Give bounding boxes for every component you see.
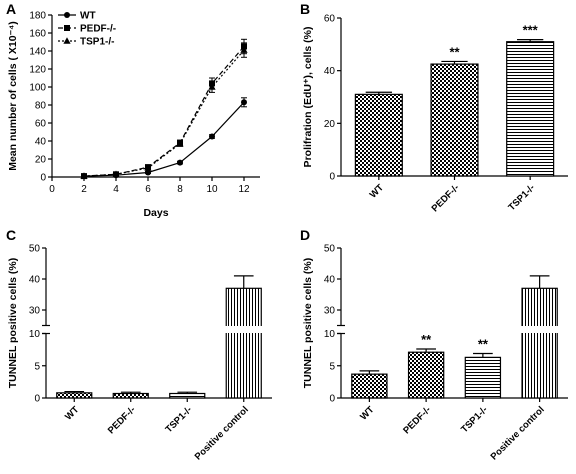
panel-d-bar-wt	[351, 373, 388, 399]
panel-b-significance-pedf: **	[449, 44, 460, 59]
panel-d-significance-pedf: **	[421, 332, 432, 347]
panel-d-significance-tsp1: **	[478, 336, 489, 351]
panel-c-bar-pedf	[112, 392, 149, 399]
panel-letter-c: C	[6, 227, 16, 243]
data-point-wt	[177, 159, 183, 166]
panel-c-category-label-pedf: PEDF-/-	[106, 404, 138, 436]
panel-letter-b: B	[300, 1, 310, 17]
panel-a-line-chart: 0 20 40 60 80 100 120 140 160 180 0 2 4 6 8 10 12 Days Mea…	[7, 11, 260, 219]
data-point-wt	[145, 169, 151, 176]
panel-a-y-tick-label: 80	[35, 101, 47, 112]
data-point-tsp1	[208, 83, 216, 90]
legend-label-tsp1: TSP1-/-	[80, 37, 114, 48]
panel-c-category-label-wt: WT	[63, 404, 81, 422]
data-point-tsp1	[240, 46, 248, 53]
panel-c-y-tick-label: 10	[29, 329, 41, 340]
panel-b-y-axis-title: Prolifration (EdU⁺), cells (%)	[302, 27, 314, 168]
panel-b-bar-pedf	[430, 63, 479, 177]
panel-d-y-axis-title: TUNNEL positive cells (%)	[302, 258, 314, 389]
legend-marker-tsp1	[63, 37, 71, 44]
panel-a-y-tick-label: 120	[29, 65, 46, 76]
panel-c-category-label-positive-control: Positive control	[193, 404, 251, 462]
panel-a-y-tick-label: 60	[35, 119, 47, 130]
panel-d-y-tick-label: 40	[324, 275, 336, 286]
panel-b-y-tick-label: 60	[324, 14, 336, 25]
panel-c-bar-tsp1	[169, 392, 206, 399]
panel-d-category-label-positive-control: Positive control	[489, 404, 547, 462]
panel-a-x-axis-title: Days	[143, 207, 168, 219]
panel-b-y-tick-label: 40	[324, 66, 336, 77]
legend-marker-pedf	[64, 25, 70, 31]
panel-c-y-tick-label: 40	[29, 275, 41, 286]
panel-d-y-tick-label: 30	[324, 306, 336, 317]
panel-c-y-axis-title: TUNNEL positive cells (%)	[7, 258, 19, 389]
panel-a-y-tick-label: 40	[35, 137, 47, 148]
panel-c-bar-wt	[56, 392, 93, 399]
series-line-tsp1	[83, 49, 245, 177]
panel-b-bar-tsp1	[506, 41, 555, 177]
panel-d-y-tick-label: 5	[329, 361, 335, 372]
panel-a-x-tick-label: 2	[81, 184, 87, 195]
panel-letter-a: A	[6, 1, 16, 17]
data-point-tsp1	[112, 170, 120, 178]
panel-a-x-tick-label: 10	[206, 184, 218, 195]
panel-c-y-tick-label: 50	[29, 244, 41, 255]
panel-b-y-tick-label: 20	[324, 119, 336, 130]
panel-a-y-tick-label: 0	[40, 173, 46, 184]
panel-d-category-label-wt: WT	[358, 404, 376, 422]
panel-a-y-tick-label: 100	[29, 83, 46, 94]
panel-a-x-tick-label: 0	[49, 184, 55, 195]
panel-c-y-tick-label: 0	[34, 394, 40, 405]
panel-d-bar-chart: 0 5 10 30 40 50 TUNNEL positive cells (%) WT ** P…	[302, 244, 568, 463]
panel-b-category-label-pedf: PEDF-/-	[430, 182, 462, 214]
panel-a-y-tick-label: 20	[35, 155, 47, 166]
panel-d-bar-pedf	[407, 351, 445, 399]
panel-a-x-tick-label: 12	[238, 184, 250, 195]
panel-d-category-label-pedf: PEDF-/-	[401, 404, 433, 436]
panel-d-y-tick-label: 10	[324, 329, 336, 340]
panel-c-y-tick-label: 30	[29, 306, 41, 317]
legend-label-pedf: PEDF-/-	[80, 24, 116, 35]
panel-c-bar-break-gap	[224, 326, 264, 333]
panel-a-y-tick-label: 160	[29, 29, 46, 40]
panel-c-category-label-tsp1: TSP1-/-	[163, 404, 194, 435]
panel-a-x-tick-label: 8	[177, 184, 183, 195]
series-line-wt	[83, 101, 245, 177]
data-point-wt	[241, 99, 247, 106]
panel-c-bar-chart: 0 5 10 30 40 50 TUNNEL positive cells (%) WT PED…	[7, 244, 272, 463]
data-point-tsp1	[144, 164, 152, 171]
legend-marker-wt	[64, 12, 70, 18]
panel-d-bar-break-gap	[520, 326, 560, 333]
panel-a-y-tick-label: 140	[29, 47, 46, 58]
panel-a-x-tick-label: 4	[113, 184, 119, 195]
panel-b-category-label-wt: WT	[368, 182, 386, 200]
data-point-tsp1	[176, 139, 184, 147]
panel-d-category-label-tsp1: TSP1-/-	[459, 404, 490, 435]
data-point-tsp1	[80, 172, 88, 179]
panel-a-y-tick-label: 180	[29, 11, 46, 22]
series-line-pedf	[83, 46, 245, 177]
data-point-wt	[209, 133, 215, 140]
panel-d-bar-tsp1	[464, 356, 502, 399]
legend-label-wt: WT	[80, 11, 96, 22]
panel-d-bar-positive-control	[521, 287, 558, 399]
panel-b-bar-wt	[354, 93, 403, 177]
panel-d-y-tick-label: 0	[329, 394, 335, 405]
panel-b-category-label-tsp1: TSP1-/-	[506, 182, 537, 213]
panel-b-bar-chart: 0 20 40 60 Prolifration (EdU⁺), cells (%) WT *…	[302, 14, 568, 214]
panel-d-y-tick-label: 50	[324, 244, 336, 255]
panel-letter-d: D	[300, 227, 310, 243]
panel-b-y-tick-label: 0	[329, 172, 335, 183]
panel-a-y-axis-title: Mean number of cells ( X10⁻⁴)	[7, 21, 19, 171]
panel-c-y-tick-label: 5	[34, 361, 40, 372]
panel-b-significance-tsp1: ***	[523, 23, 539, 38]
panel-a-x-tick-label: 6	[145, 184, 151, 195]
panel-c-bar-positive-control	[225, 287, 262, 399]
